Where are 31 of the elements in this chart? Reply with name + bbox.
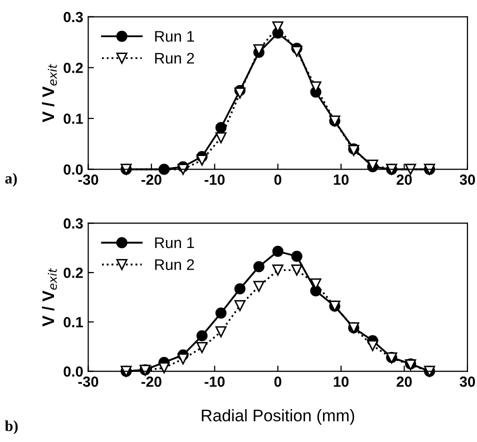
legend-label: Run 2: [155, 52, 194, 64]
x-tick-label: 10: [334, 174, 349, 185]
x-tick-label: 30: [460, 376, 475, 387]
x-axis-title: Radial Position (mm): [202, 409, 354, 425]
y-tick-label: 0.2: [64, 268, 83, 278]
y-tick-label: 0.3: [64, 12, 83, 22]
x-tick-label: -10: [204, 376, 225, 387]
x-tick-label: -10: [204, 174, 225, 185]
x-tick-label: -30: [78, 376, 98, 387]
legend-label: Run 2: [155, 259, 194, 270]
x-tick-label: 20: [396, 376, 412, 387]
x-tick-label: 0: [274, 376, 282, 387]
y-tick-label: 0.2: [64, 62, 83, 74]
x-tick-label: 10: [334, 376, 349, 387]
text: a): [5, 172, 17, 187]
y-tick-label: 0.0: [64, 366, 83, 377]
x-tick-label: 20: [396, 174, 412, 185]
y-tick-label: 0.1: [64, 114, 83, 124]
x-tick-label: -20: [141, 174, 162, 185]
y-tick-label: 0.1: [64, 317, 83, 328]
x-tick-label: 30: [460, 174, 475, 185]
x-tick-label: -20: [141, 376, 162, 387]
x-tick-label: -30: [78, 174, 98, 185]
x-tick-label: 0: [274, 174, 282, 185]
y-tick-label: 0.0: [64, 164, 83, 175]
text: b): [4, 420, 18, 434]
y-tick-label: 0.3: [64, 218, 83, 229]
y-axis-title: V / V$_{exit}$: [42, 268, 57, 326]
y-axis-title: V / V$_{exit}$: [42, 64, 57, 122]
legend-label: Run 1: [155, 238, 194, 248]
legend-label: Run 1: [155, 31, 194, 42]
